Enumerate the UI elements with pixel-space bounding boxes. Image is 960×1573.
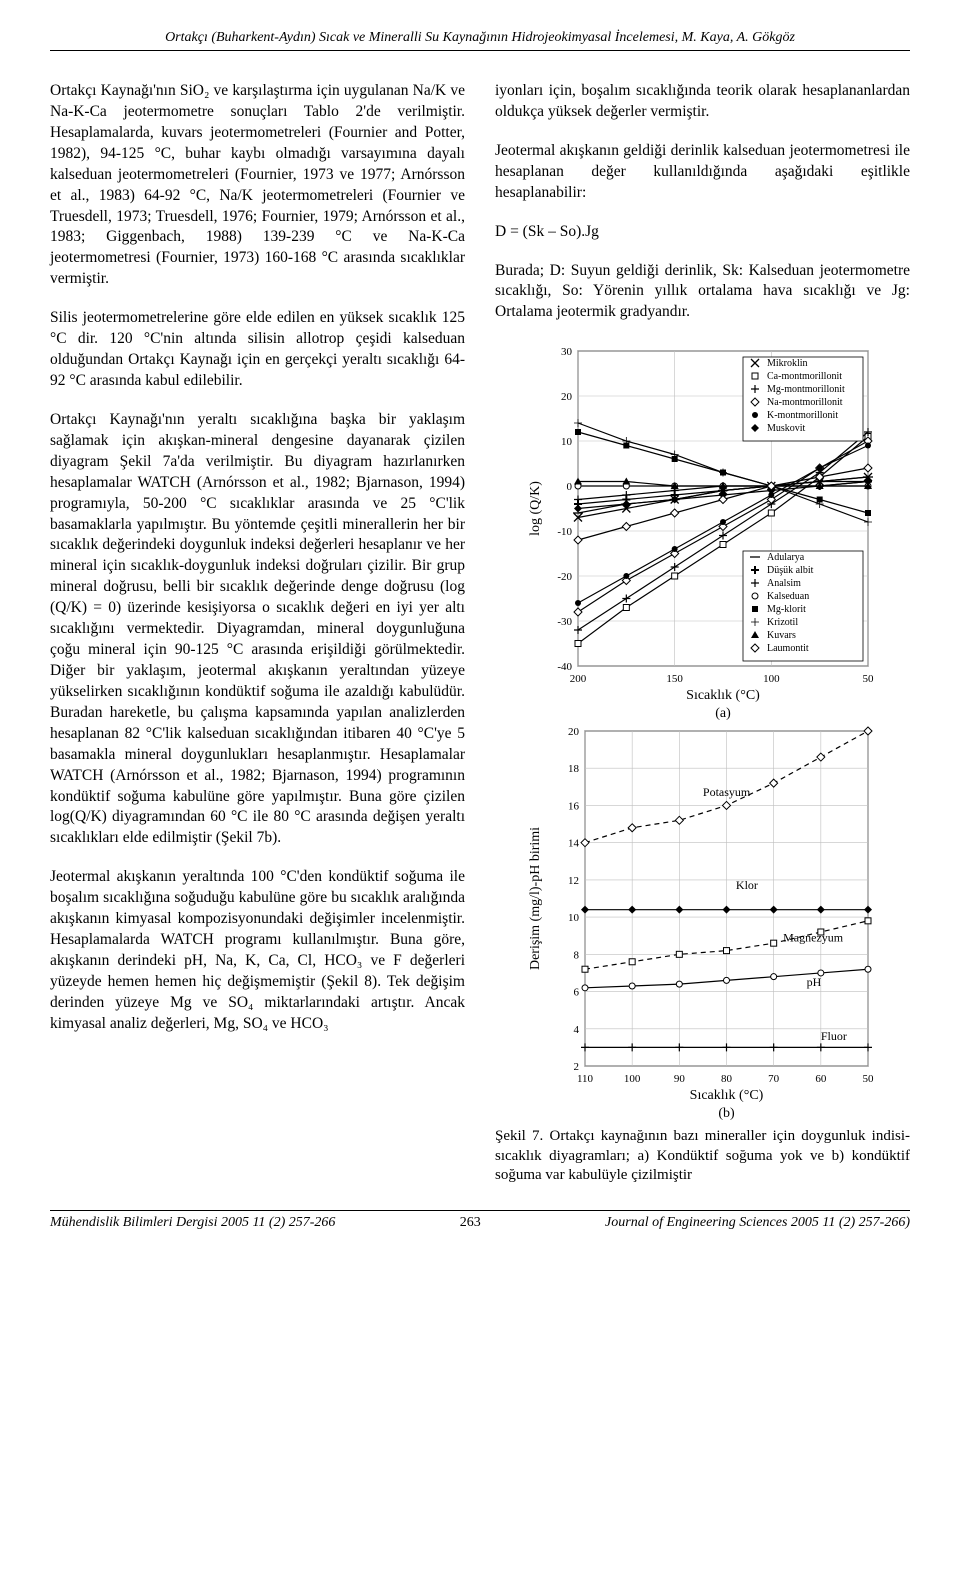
svg-text:Kalseduan: Kalseduan [767,591,809,602]
svg-text:200: 200 [569,673,586,685]
left-column: Ortakçı Kaynağı'nın SiO₂ ve karşılaştırm… [50,81,465,1186]
svg-text:0: 0 [566,481,572,493]
svg-text:90: 90 [673,1073,685,1085]
svg-text:50: 50 [862,673,874,685]
footer-right: Journal of Engineering Sciences 2005 11 … [605,1215,910,1231]
svg-text:-40: -40 [557,661,572,673]
svg-text:Sıcaklık (°C): Sıcaklık (°C) [689,1088,763,1103]
svg-text:Adularya: Adularya [767,552,805,563]
svg-text:K-montmorillonit: K-montmorillonit [767,410,838,421]
svg-text:150: 150 [666,673,683,685]
svg-text:100: 100 [623,1073,640,1085]
svg-text:Na-montmorillonit: Na-montmorillonit [767,397,843,408]
svg-text:70: 70 [768,1073,780,1085]
svg-text:10: 10 [568,912,580,924]
svg-text:Derişim (mg/l)-pH birimi: Derişim (mg/l)-pH birimi [528,827,543,970]
svg-text:60: 60 [815,1073,827,1085]
svg-text:20: 20 [568,726,580,738]
svg-text:2: 2 [573,1061,579,1073]
svg-text:4: 4 [573,1024,579,1036]
svg-text:100: 100 [763,673,780,685]
equation: D = (Sk – So).Jg [495,222,910,243]
svg-text:Analsim: Analsim [767,578,801,589]
svg-text:14: 14 [568,838,580,850]
two-column-layout: Ortakçı Kaynağı'nın SiO₂ ve karşılaştırm… [50,81,910,1186]
svg-text:(a): (a) [715,706,731,721]
svg-text:Magnezyum: Magnezyum [783,931,844,945]
running-head: Ortakçı (Buharkent-Aydın) Sıcak ve Miner… [50,30,910,51]
svg-text:Muskovit: Muskovit [767,423,806,434]
chart-a-svg: 200 150 100 50 -40 -30 -20 -10 0 10 20 30 Sıcaklık (… [523,341,883,721]
svg-text:30: 30 [561,346,573,358]
svg-text:Laumontit: Laumontit [767,643,809,654]
left-p1: Ortakçı Kaynağı'nın SiO₂ ve karşılaştırm… [50,81,465,290]
svg-text:20: 20 [561,391,573,403]
footer-left: Mühendislik Bilimleri Dergisi 2005 11 (2… [50,1215,335,1231]
left-p4: Jeotermal akışkanın yeraltında 100 °C'de… [50,867,465,1034]
svg-text:Mg-montmorillonit: Mg-montmorillonit [767,384,845,395]
svg-text:6: 6 [573,987,579,999]
chart-b-svg: 110 100 90 80 70 60 50 2 4 6 8 10 12 14 16 18 20 Sıcaklık… [523,721,883,1121]
svg-text:-20: -20 [557,571,572,583]
right-column: iyonları için, boşalım sıcaklığında teor… [495,81,910,1186]
svg-text:8: 8 [573,950,579,962]
left-p2: Silis jeotermometrelerine göre elde edil… [50,308,465,392]
svg-text:Klor: Klor [735,878,757,892]
svg-text:Fluor: Fluor [820,1029,846,1043]
svg-text:pH: pH [806,975,821,989]
figure-caption: Şekil 7. Ortakçı kaynağının bazı mineral… [495,1127,910,1186]
right-p1: iyonları için, boşalım sıcaklığında teor… [495,81,910,123]
right-p2: Jeotermal akışkanın geldiği derinlik kal… [495,141,910,204]
svg-text:(b): (b) [718,1106,735,1121]
svg-text:Kuvars: Kuvars [767,630,796,641]
left-p3: Ortakçı Kaynağı'nın yeraltı sıcaklığına … [50,410,465,849]
svg-text:Düşük albit: Düşük albit [767,565,814,576]
svg-text:Mg-klorit: Mg-klorit [767,604,806,615]
svg-text:Potasyum: Potasyum [702,785,750,799]
svg-text:-10: -10 [557,526,572,538]
svg-text:Sıcaklık (°C): Sıcaklık (°C) [686,688,760,703]
footer-page-number: 263 [460,1215,481,1231]
svg-text:Ca-montmorillonit: Ca-montmorillonit [767,371,842,382]
page-footer: Mühendislik Bilimleri Dergisi 2005 11 (2… [50,1210,910,1231]
right-p3: Burada; D: Suyun geldiği derinlik, Sk: K… [495,261,910,324]
svg-text:110: 110 [576,1073,593,1085]
svg-text:50: 50 [862,1073,874,1085]
svg-text:-30: -30 [557,616,572,628]
svg-text:Krizotil: Krizotil [767,617,798,628]
svg-text:80: 80 [721,1073,733,1085]
svg-text:18: 18 [568,764,580,776]
svg-text:Mikroklin: Mikroklin [767,358,808,369]
svg-text:10: 10 [561,436,573,448]
svg-text:12: 12 [568,875,579,887]
figure-7: 200 150 100 50 -40 -30 -20 -10 0 10 20 30 Sıcaklık (… [495,341,910,1186]
svg-text:log (Q/K): log (Q/K) [528,481,543,536]
svg-text:16: 16 [568,801,580,813]
